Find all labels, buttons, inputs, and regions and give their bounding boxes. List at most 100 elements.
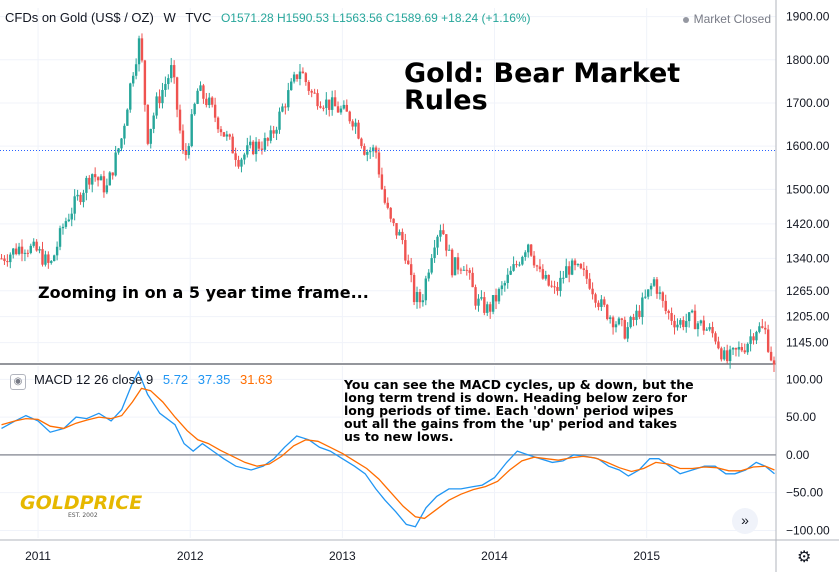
candle-body — [266, 138, 269, 141]
candle-body — [357, 122, 360, 139]
candle-body — [734, 347, 738, 350]
candle-body — [728, 349, 732, 362]
candle-body — [213, 104, 217, 118]
macd-legend-hist: 31.63 — [239, 372, 273, 387]
price-axis[interactable]: 1145.00 1205.00 1265.00 1340.00 1420.00 1500.… — [786, 10, 830, 350]
candle-body — [380, 174, 384, 190]
candle-body — [725, 350, 729, 362]
candle-body — [14, 248, 18, 255]
candle-body — [193, 103, 196, 115]
candle-body — [591, 288, 594, 295]
market-status: Market Closed — [682, 12, 771, 26]
symbol-name[interactable]: CFDs on Gold (US$ / OZ) — [5, 10, 154, 25]
candle-body — [310, 90, 313, 93]
candle-body — [234, 153, 237, 160]
candle-body — [374, 147, 378, 153]
candle-body — [769, 351, 773, 361]
macd-tick-label: −100.00 — [786, 523, 830, 537]
price-tick-label: 1205.00 — [786, 310, 830, 324]
price-tick-label: 1700.00 — [786, 96, 830, 110]
candle-body — [284, 106, 287, 108]
candle-body — [322, 107, 325, 109]
gear-icon[interactable]: ⚙ — [797, 549, 812, 566]
candle-body — [269, 130, 272, 141]
candle-body — [345, 104, 349, 112]
time-axis[interactable]: 2011 2012 2013 2014 2015 — [25, 549, 660, 563]
candle-body — [371, 147, 375, 152]
time-tick-label: 2011 — [25, 549, 51, 563]
candle-body — [316, 93, 319, 107]
candle-body — [146, 104, 150, 144]
candle-body — [17, 246, 21, 255]
candle-body — [553, 286, 556, 288]
candle-body — [629, 317, 632, 328]
candle-body — [76, 194, 79, 197]
candle-body — [126, 109, 129, 126]
eye-icon[interactable]: ◉ — [10, 374, 26, 390]
candle-body — [690, 310, 694, 313]
candle-body — [149, 128, 152, 144]
macd-legend-name[interactable]: MACD 12 26 close 9 — [34, 372, 154, 387]
macd-axis[interactable]: 100.00 50.00 0.00 −50.00 −100.00 — [786, 372, 830, 537]
price-tick-label: 1500.00 — [786, 182, 830, 196]
candle-body — [281, 106, 284, 112]
candle-body — [579, 264, 583, 269]
candle-body — [287, 90, 290, 108]
candle-body — [246, 145, 249, 155]
candle-body — [295, 74, 299, 79]
candle-body — [488, 304, 492, 312]
candle-body — [38, 249, 41, 251]
candle-body — [348, 111, 351, 122]
candle-body — [32, 241, 35, 246]
candle-body — [573, 260, 577, 266]
candle-body — [711, 327, 714, 334]
candle-body — [456, 257, 460, 270]
candle-body — [55, 246, 59, 256]
candle-body — [158, 96, 161, 104]
candle-body — [123, 125, 126, 139]
symbol-header: CFDs on Gold (US$ / OZ) W TVC O1571.28 H… — [5, 10, 531, 25]
candle-body — [44, 254, 47, 265]
fast-forward-icon[interactable]: » — [732, 508, 758, 534]
candle-body — [708, 327, 711, 330]
candle-body — [649, 285, 653, 290]
interval-label[interactable]: W — [163, 10, 176, 25]
candle-body — [474, 287, 477, 306]
candle-body — [178, 109, 182, 131]
candle-body — [588, 278, 591, 289]
candle-body — [140, 38, 144, 61]
candle-body — [723, 350, 726, 360]
candle-body — [462, 269, 466, 271]
candle-body — [737, 347, 741, 350]
candle-body — [342, 104, 346, 109]
candle-body — [369, 151, 372, 153]
candle-body — [111, 172, 114, 176]
candle-body — [392, 218, 395, 224]
candle-body — [257, 141, 261, 149]
candle-body — [58, 228, 62, 247]
candle-body — [70, 213, 73, 220]
candle-body — [679, 320, 682, 325]
status-dot-icon — [682, 16, 689, 23]
candle-body — [559, 277, 562, 291]
candle-body — [137, 38, 141, 65]
candle-body — [23, 252, 27, 254]
candle-body — [685, 321, 688, 328]
candle-body — [93, 174, 97, 178]
candle-body — [64, 221, 68, 227]
candle-body — [131, 75, 135, 84]
candle-body — [360, 138, 363, 146]
candle-body — [143, 60, 147, 105]
candle-body — [424, 278, 428, 301]
candle-body — [389, 207, 392, 219]
candle-body — [687, 312, 691, 322]
candle-body — [641, 297, 644, 318]
candle-body — [91, 174, 94, 185]
candle-body — [623, 319, 626, 339]
candle-body — [50, 261, 53, 263]
market-status-text: Market Closed — [693, 12, 771, 26]
candle-body — [260, 148, 264, 150]
price-tick-label: 1800.00 — [786, 53, 830, 67]
